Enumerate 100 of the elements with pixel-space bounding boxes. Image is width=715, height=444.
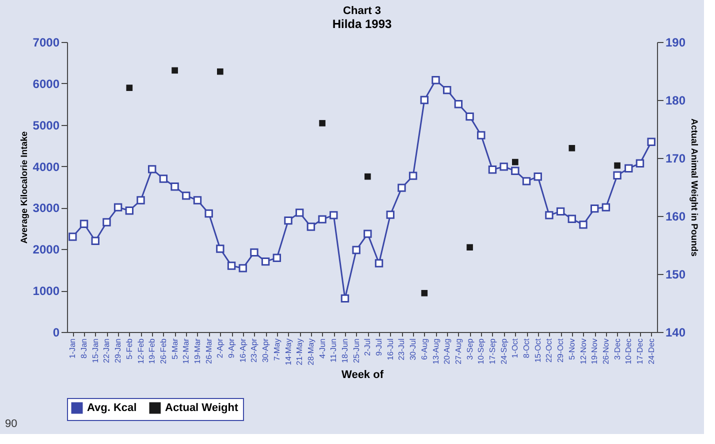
point: [250, 248, 258, 257]
point: [488, 165, 497, 174]
point: [500, 162, 508, 171]
y2-tick-label: 160: [666, 210, 686, 224]
legend-label: Avg. Kcal: [87, 402, 137, 414]
point: [647, 138, 656, 146]
x-tick-label: 27-Aug: [454, 338, 463, 364]
y2-tick-label: 180: [666, 94, 686, 108]
point: [624, 164, 633, 172]
point: [579, 220, 588, 229]
x-tick-label: 13-Aug: [431, 338, 440, 364]
x-tick-label: 26-Nov: [601, 338, 610, 364]
x-tick-label: 16-Jul: [386, 338, 395, 360]
x-tick-label: 28-May: [306, 338, 316, 366]
point: [204, 209, 213, 218]
point: [227, 262, 236, 270]
point: [568, 214, 576, 224]
x-tick-label: 18-Jun: [340, 338, 350, 363]
legend-label: Actual Weight: [165, 402, 238, 414]
point: [284, 216, 292, 225]
y-tick-label: 6000: [32, 76, 60, 91]
point: [432, 76, 440, 84]
point: [420, 96, 429, 104]
x-tick-label: 12-Nov: [578, 338, 588, 364]
x-tick-label: 9-Jul: [374, 338, 384, 356]
x-tick-label: 25-Jun: [352, 338, 361, 363]
point: [91, 236, 100, 245]
x-tick-label: 1-Oct: [510, 338, 520, 358]
point: [364, 230, 372, 238]
point: [398, 184, 406, 192]
point: [556, 207, 565, 216]
x-tick-label: 8-Jan: [80, 338, 89, 359]
y2-tick-label: 140: [666, 326, 686, 340]
x-tick-label: 30-Apr: [261, 338, 270, 363]
y-tick-label: 7000: [32, 36, 60, 50]
x-tick-label: 3-Dec: [612, 338, 622, 360]
point: [114, 203, 122, 212]
x-tick-label: 1-Jan: [68, 338, 78, 359]
point: [159, 174, 168, 183]
point: [636, 159, 644, 168]
chart-title: Chart 3: [343, 5, 381, 17]
x-tick-label: 17-Dec: [635, 338, 644, 364]
x-tick-label: 26-Mar: [204, 338, 214, 364]
x-tick-label: 23-Jul: [397, 338, 406, 360]
point: [216, 244, 224, 253]
x-tick-label: 6-Aug: [420, 338, 429, 360]
y-tick-label: 4000: [32, 160, 60, 174]
point: [68, 232, 77, 241]
point: [238, 264, 247, 272]
x-tick-label: 5-Nov: [567, 338, 576, 360]
point: [590, 204, 599, 213]
point: [182, 192, 190, 200]
x-tick-label: 2-Jul: [363, 338, 372, 356]
point: [148, 165, 156, 174]
point: [534, 172, 542, 181]
point: [102, 218, 111, 226]
x-tick-label: 15-Jan: [90, 338, 100, 363]
x-tick-label: 30-Jul: [408, 338, 418, 360]
point: [511, 166, 520, 175]
point: [136, 196, 145, 204]
point: [125, 206, 134, 215]
x-tick-label: 26-Feb: [158, 338, 168, 364]
y-tick-label: 1000: [32, 284, 60, 298]
point: [330, 211, 338, 220]
point: [522, 177, 531, 186]
point: [272, 254, 282, 262]
x-tick-label: 24-Sep: [499, 338, 508, 364]
x-tick-label: 12-Feb: [136, 338, 146, 364]
point: [408, 172, 418, 180]
x-tick-label: 5-Mar: [170, 338, 180, 360]
y2-axis-title: Actual Animal Weight in Pounds: [690, 118, 700, 257]
x-tick-label: 16-Apr: [238, 338, 248, 363]
y2-tick-label: 150: [666, 268, 686, 282]
x-tick-label: 29-Oct: [556, 338, 566, 363]
y-tick-label: 0: [52, 326, 60, 340]
point: [170, 182, 179, 191]
x-tick-label: 29-Jan: [114, 338, 123, 363]
point: [80, 220, 88, 228]
y-tick-label: 5000: [32, 118, 60, 132]
point: [613, 171, 622, 180]
x-tick-label: 3-Sep: [465, 338, 474, 360]
x-tick-label: 14-May: [284, 338, 293, 366]
y-tick-label: 3000: [32, 201, 60, 216]
x-tick-label: 10-Sep: [476, 338, 486, 364]
point: [193, 196, 202, 204]
x-tick-label: 22-Jan: [102, 338, 112, 363]
x-tick-label: 21-May: [295, 338, 304, 366]
x-axis-title: Week of: [342, 369, 384, 382]
x-tick-label: 12-Mar: [182, 338, 191, 364]
point: [352, 246, 360, 254]
point: [295, 208, 304, 217]
point: [306, 222, 316, 231]
x-tick-label: 5-Feb: [124, 338, 134, 360]
point: [261, 257, 270, 266]
point: [466, 112, 474, 121]
point: [602, 203, 610, 212]
point: [318, 215, 326, 224]
x-tick-label: 17-Sep: [488, 338, 497, 364]
chart-subtitle: Hilda 1993: [332, 17, 392, 31]
point: [477, 131, 486, 140]
